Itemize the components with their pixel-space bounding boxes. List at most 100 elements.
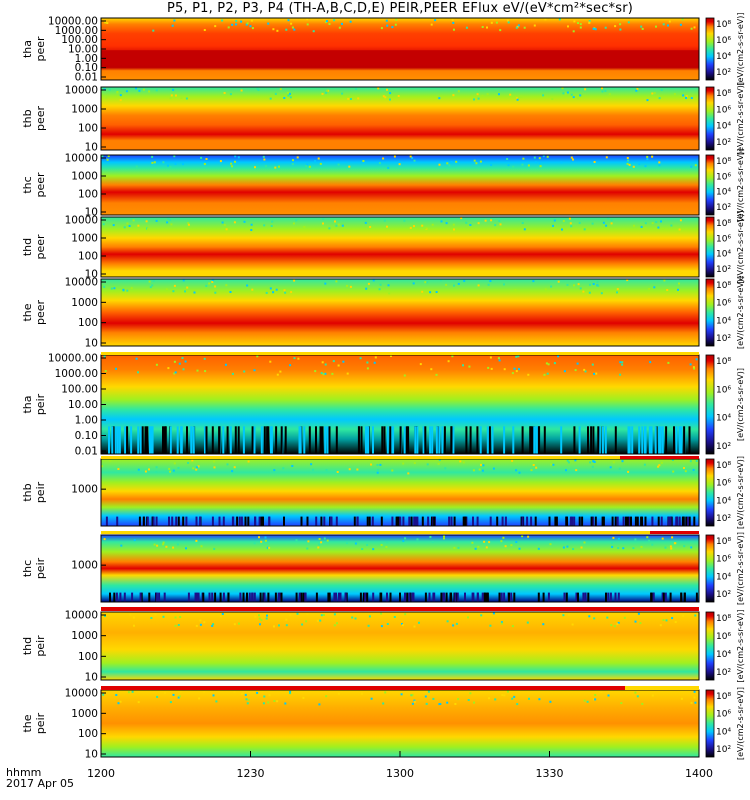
panel-label-probe: the (21, 303, 34, 321)
colorbar-tick-label: 10⁶ (716, 105, 731, 115)
colorbar-tick-label: 10⁶ (716, 632, 731, 642)
colorbar: 10² 10⁴ 10⁶ 10⁸ [eV/(cm2-s-sr-eV)] (705, 12, 745, 86)
spectrogram-fill (101, 690, 699, 757)
y-tick-label: 100 (78, 728, 98, 740)
chart-title: P5, P1, P2, P3, P4 (TH-A,B,C,D,E) PEIR,P… (166, 1, 634, 16)
colorbar-tick-label: 10² (716, 68, 731, 78)
panel-label-instrument: peir (34, 557, 47, 579)
spectrogram-texture (101, 18, 699, 64)
y-tick-label: 10000 (65, 688, 98, 700)
colorbar-tick-label: 10² (716, 514, 731, 524)
panel-the-peer: 10000 1000 100 10 the peer 10² 10⁴ 10⁶ 10⁸ [eV/(cm… (21, 276, 745, 350)
y-tick-label: 100 (78, 123, 98, 135)
colorbar-unit-label: [eV/(cm2-s-sr-eV)] (736, 210, 745, 283)
colorbar-unit-label: [eV/(cm2-s-sr-eV)] (736, 687, 745, 760)
colorbar-unit-label: [eV/(cm2-s-sr-eV)] (736, 368, 745, 441)
colorbar-tick-label: 10² (716, 668, 731, 678)
colorbar-tick-label: 10⁴ (716, 188, 731, 198)
spectrogram-fill (101, 535, 699, 602)
y-tick-label: 1000 (71, 233, 98, 245)
spectrogram-texture (102, 690, 697, 706)
colorbar-tick-label: 10⁶ (716, 299, 731, 309)
status-bar (101, 352, 699, 355)
panel-tha-peir: 10000.00 1000.00 100.00 10.00 1.00 0.10 0.01 th… (21, 353, 745, 458)
colorbar-tick-label: 10⁸ (716, 89, 731, 99)
colorbar: 10² 10⁴ 10⁶ 10⁸ [eV/(cm2-s-sr-eV)] (705, 210, 745, 284)
colorbar-tick-label: 10⁴ (716, 414, 731, 424)
spectrogram-texture (102, 217, 682, 231)
status-bar (101, 686, 625, 690)
colorbar-tick-label: 10⁴ (716, 727, 731, 737)
colorbar-tick-label: 10⁶ (716, 555, 731, 565)
x-tick-label: 1200 (87, 767, 115, 780)
status-bar (625, 686, 699, 690)
colorbar-tick-label: 10⁶ (716, 479, 731, 489)
spectrogram-fill (101, 18, 699, 80)
spectrogram-texture (101, 155, 697, 169)
colorbar-tick-label: 10⁴ (716, 496, 731, 506)
colorbar-tick-label: 10⁸ (716, 281, 731, 291)
colorbar-tick-label: 10⁶ (716, 172, 731, 182)
y-tick-label: 10.00 (68, 44, 98, 56)
y-tick-label: 1000 (71, 560, 98, 572)
colorbar-tick-label: 10⁴ (716, 122, 731, 132)
panel-frame (100, 154, 700, 216)
y-tick-label: 10000.00 (48, 353, 98, 365)
colorbar-tick-label: 10² (716, 334, 731, 344)
y-tick-label: 100.00 (61, 384, 98, 396)
y-tick-label: 1000 (71, 484, 98, 496)
y-tick-label: 1.00 (75, 53, 98, 65)
y-tick-label: 10 (85, 672, 98, 684)
y-tick-label: 10000 (65, 610, 98, 622)
status-bar (101, 456, 699, 459)
panel-thd-peir: 10000 1000 100 10 thd peir 10² 10⁴ 10⁶ 10⁸ [eV/(cm… (21, 609, 745, 683)
status-bar (620, 456, 699, 459)
y-tick-label: 1000.00 (55, 25, 98, 37)
panel-label-instrument: peir (34, 481, 47, 503)
colorbar-tick-label: 10⁶ (716, 234, 731, 244)
y-tick-label: 100 (78, 251, 98, 263)
colorbar-unit-label: [eV/(cm2-s-sr-eV)] (736, 12, 745, 85)
panel-label-probe: tha (21, 40, 34, 58)
y-tick-label: 1000 (71, 171, 98, 183)
y-tick-label: 10 (85, 269, 98, 281)
colorbar-unit-label: [eV/(cm2-s-sr-eV)] (736, 609, 745, 682)
y-tick-label: 10 (85, 142, 98, 154)
colorbar-tick-label: 10⁶ (716, 710, 731, 720)
status-bar (650, 531, 699, 534)
colorbar-unit-label: [eV/(cm2-s-sr-eV)] (736, 456, 745, 529)
x-tick-label: 1230 (236, 767, 265, 780)
status-bar (101, 531, 699, 534)
colorbar-tick-label: 10⁸ (716, 537, 731, 547)
colorbar-tick-label: 10⁴ (716, 250, 731, 260)
y-tick-label: 1000 (71, 630, 98, 642)
y-tick-label: 0.10 (75, 62, 98, 74)
panel-label-probe: thd (21, 637, 34, 655)
colorbar-tick-label: 10⁴ (716, 52, 731, 62)
x-axis-label-date: 2017 Apr 05 (6, 777, 75, 790)
y-tick-label: 0.10 (75, 430, 98, 442)
y-tick-label: 10000 (65, 277, 98, 289)
panel-thb-peir: 1000 thb peir 10² 10⁴ 10⁶ 10⁸ [eV/(cm2-s-sr-eV)… (21, 456, 745, 529)
colorbar: 10² 10⁴ 10⁶ 10⁸ [eV/(cm2-s-sr-eV)] (705, 148, 745, 222)
panel-label-probe: thb (21, 483, 34, 501)
colorbar-tick-label: 10⁴ (716, 650, 731, 660)
y-tick-label: 1000 (71, 104, 98, 116)
y-tick-label: 100.00 (61, 34, 98, 46)
status-bar (101, 607, 699, 611)
panel-label-instrument: peer (34, 172, 47, 198)
colorbar-tick-label: 10⁸ (716, 20, 731, 30)
colorbar-tick-label: 10⁸ (716, 157, 731, 167)
panel-thc-peer: 10000 1000 100 10 thc peer 10² 10⁴ 10⁶ 10⁸ [eV/(cm… (21, 148, 745, 221)
y-tick-label: 10000 (65, 153, 98, 165)
panel-frame (100, 86, 700, 151)
spectrogram-fill (101, 279, 699, 346)
y-tick-label: 10000.00 (48, 16, 98, 28)
panel-frame (100, 216, 700, 278)
colorbar-tick-label: 10⁸ (716, 219, 731, 229)
panel-the-peir: 10000 1000 100 10 the peir 10² 10⁴ 10⁶ 10⁸ [eV/(cm… (21, 687, 745, 761)
spectrogram-texture (103, 355, 698, 454)
panel-label-probe: the (21, 714, 34, 732)
panel-label-probe: thc (21, 560, 34, 577)
